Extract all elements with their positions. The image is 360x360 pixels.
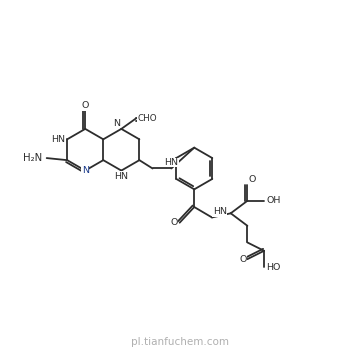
Text: H₂N: H₂N xyxy=(23,153,43,163)
Text: OH: OH xyxy=(266,196,280,205)
Text: HN: HN xyxy=(51,135,65,144)
Text: pl.tianfuchem.com: pl.tianfuchem.com xyxy=(131,337,229,347)
Text: O: O xyxy=(170,218,178,227)
Text: HN: HN xyxy=(165,158,178,167)
Text: CHO: CHO xyxy=(138,114,158,123)
Text: N: N xyxy=(82,166,89,175)
Text: HO: HO xyxy=(266,263,280,272)
Text: O: O xyxy=(239,255,246,264)
Text: N: N xyxy=(113,119,120,128)
Text: HN: HN xyxy=(213,207,227,216)
Text: O: O xyxy=(82,101,89,110)
Text: O: O xyxy=(248,175,256,184)
Text: HN: HN xyxy=(114,172,128,181)
